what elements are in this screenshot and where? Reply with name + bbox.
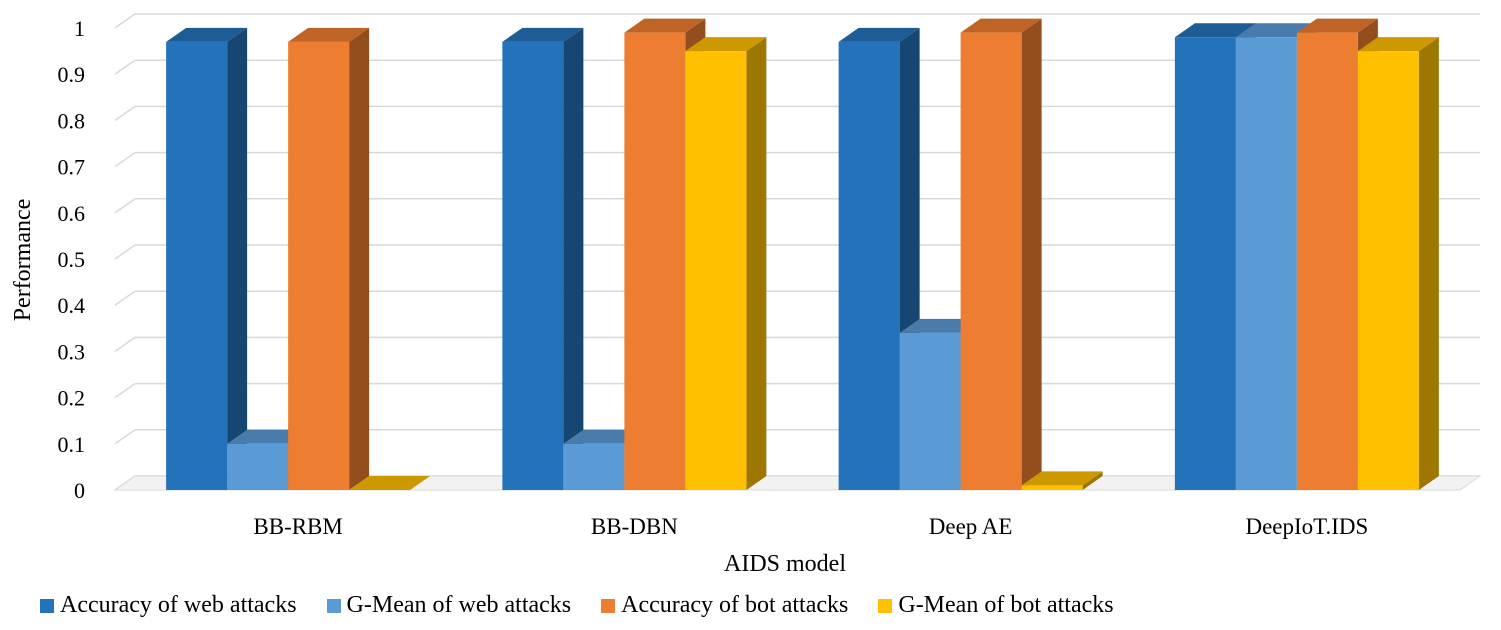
bar-top [349, 476, 431, 490]
legend-swatch [601, 598, 616, 613]
bar-front [1235, 37, 1297, 491]
bar [960, 18, 1042, 491]
bar [1021, 471, 1103, 490]
bar-chart: 0 0.1 0.2 0.3 0.4 0.5 0.6 0.7 0.8 0.9 1 BB-RBM BB-D… [10, 13, 1482, 577]
bar-side [227, 27, 248, 491]
legend-swatch [326, 598, 341, 613]
gridline-depth [114, 290, 136, 306]
bar-front [227, 443, 289, 490]
y-tick-label: 0.7 [58, 155, 86, 180]
bar-front [685, 51, 747, 490]
legend-label: Accuracy of web attacks [60, 592, 297, 618]
y-tick-label: 0.9 [58, 62, 86, 87]
gridline-depth [114, 151, 136, 168]
legend-item: Accuracy of web attacks [40, 592, 297, 619]
bar-top [502, 27, 584, 42]
bar-front [1174, 37, 1236, 491]
y-tick-label: 0.1 [58, 432, 86, 457]
bar-top [227, 429, 309, 444]
bar-side [563, 27, 584, 491]
bar-top [1235, 23, 1317, 38]
bar-front [838, 41, 900, 491]
bar [1357, 37, 1439, 490]
legend-label: G-Mean of bot attacks [898, 592, 1114, 618]
x-tick-label: BB-RBM [253, 514, 342, 539]
bar-top [899, 318, 981, 333]
legend-item: G-Mean of bot attacks [878, 592, 1114, 619]
legend-item: Accuracy of bot attacks [601, 592, 848, 619]
bar-top [838, 27, 920, 42]
bar-front [899, 332, 961, 490]
bar-top [1021, 471, 1103, 486]
bar-top [1357, 37, 1439, 52]
bar-front [166, 41, 228, 491]
y-tick-label: 0.4 [58, 293, 86, 318]
y-tick-label: 0.8 [58, 108, 86, 133]
gridline-depth [114, 59, 136, 75]
gridline-depth [114, 105, 136, 122]
legend-label: Accuracy of bot attacks [621, 592, 849, 618]
bar-front [563, 443, 625, 490]
bar-front [502, 41, 564, 491]
bar-top [563, 429, 645, 444]
bar-side [349, 27, 370, 491]
legend-swatch [878, 598, 893, 613]
bar-front [1357, 51, 1419, 490]
bar-top [624, 18, 706, 33]
gridline-depth [114, 382, 136, 399]
gridline-depth [114, 198, 136, 214]
legend-label: G-Mean of web attacks [346, 592, 572, 618]
gridline-depth [114, 13, 136, 29]
bar [349, 476, 431, 490]
y-axis: 0 0.1 0.2 0.3 0.4 0.5 0.6 0.7 0.8 0.9 1 [58, 16, 86, 503]
bar-top [166, 27, 248, 42]
x-tick-label: BB-DBN [591, 514, 678, 539]
bar-side [1418, 37, 1439, 490]
y-axis-title: Performance [10, 199, 36, 322]
bar-top [1296, 18, 1378, 33]
bar-top [685, 37, 767, 52]
bar-side [746, 37, 767, 490]
bar-side [1082, 471, 1103, 490]
bar [288, 27, 370, 491]
y-tick-label: 0.6 [58, 201, 86, 226]
bar [502, 27, 584, 491]
gridline-depth [114, 244, 136, 260]
bar [685, 37, 767, 490]
legend-item: G-Mean of web attacks [326, 592, 572, 619]
bar-front [960, 32, 1022, 491]
bar-front [288, 41, 350, 491]
x-tick-label: DeepIoT.IDS [1245, 514, 1368, 539]
y-tick-label: 0 [74, 478, 85, 503]
y-tick-label: 1 [74, 16, 85, 41]
bar-top [960, 18, 1042, 33]
bar-front [1021, 485, 1083, 490]
bar [166, 27, 248, 491]
chart-legend: Accuracy of web attacks G-Mean of web att… [40, 592, 1480, 619]
x-axis-title: AIDS model [724, 551, 846, 577]
bar-front [624, 32, 686, 491]
gridline-depth [114, 336, 136, 353]
y-tick-label: 0.2 [58, 386, 86, 411]
bar-side [1021, 18, 1042, 491]
y-tick-label: 0.3 [58, 339, 86, 364]
bar-top [1174, 23, 1256, 38]
legend-swatch [40, 598, 54, 613]
y-tick-label: 0.5 [58, 247, 86, 272]
bar-top [288, 27, 370, 42]
x-tick-label: Deep AE [929, 514, 1013, 539]
chart-bars [166, 18, 1439, 491]
x-axis: BB-RBM BB-DBN Deep AE DeepIoT.IDS [253, 514, 1368, 539]
gridline-depth [114, 429, 136, 445]
bar-front [1296, 32, 1358, 491]
